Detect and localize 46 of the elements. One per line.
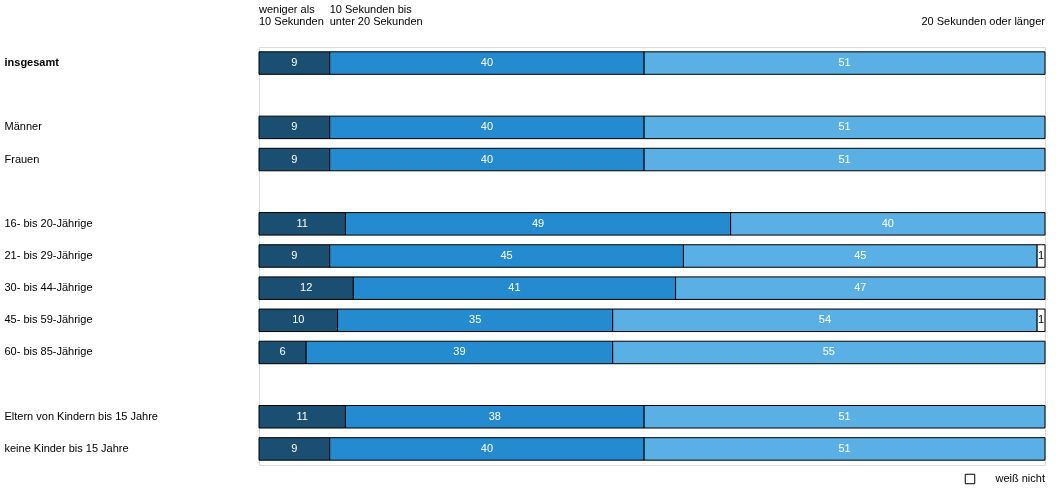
data-label: 40 <box>480 441 494 454</box>
data-label: 39 <box>453 345 466 358</box>
data-label: 45 <box>500 249 513 261</box>
data-label: 51 <box>838 441 851 454</box>
data-label: 9 <box>291 120 298 133</box>
text: 10 Sekunden bis unter 20 Sekunden <box>329 3 423 27</box>
y-tick-label: Eltern von Kindern bis 15 Jahre <box>4 409 158 422</box>
data-label: 51 <box>838 56 851 69</box>
data-label: 1 <box>1038 249 1045 261</box>
y-tick-label: keine Kinder bis 15 Jahre <box>4 441 129 454</box>
data-label: 45 <box>854 249 867 261</box>
data-label: 54 <box>818 313 832 326</box>
data-label: 40 <box>881 216 894 229</box>
text: 20 Sekunden oder länger <box>921 15 1046 27</box>
data-label: 40 <box>480 120 494 133</box>
y-tick-label: Männer <box>4 120 43 133</box>
y-tick-label: Frauen <box>4 152 40 165</box>
data-label: 9 <box>291 56 298 69</box>
y-tick-label: 30- bis 44-Jährige <box>4 281 93 294</box>
data-label: 41 <box>508 281 521 294</box>
data-label: 35 <box>469 313 482 326</box>
data-label: 51 <box>838 120 851 133</box>
data-label: 10 <box>292 313 305 326</box>
data-label: 9 <box>291 441 298 454</box>
y-tick-label: 60- bis 85-Jährige <box>4 345 93 358</box>
data-label: 51 <box>838 409 851 422</box>
data-label: 6 <box>279 345 286 358</box>
data-label: 40 <box>480 56 494 69</box>
data-label: 11 <box>296 216 308 229</box>
data-label: 51 <box>838 152 851 165</box>
data-label: 9 <box>291 249 298 261</box>
y-tick-label: 45- bis 59-Jährige <box>4 313 93 326</box>
data-label: 38 <box>488 409 501 422</box>
y-tick-label: 21- bis 29-Jährige <box>4 249 93 261</box>
y-tick-label: 16- bis 20-Jährige <box>4 216 93 229</box>
data-label: 55 <box>822 345 835 358</box>
text: weniger als 10 Sekunden <box>258 3 324 27</box>
data-label: 49 <box>531 216 545 229</box>
data-label: 11 <box>296 409 308 422</box>
data-label: 12 <box>300 281 313 294</box>
data-label: 1 <box>1038 313 1045 326</box>
y-tick-label: insgesamt <box>4 56 60 69</box>
legend-label: weiß nicht <box>994 472 1045 484</box>
data-label: 9 <box>291 152 298 165</box>
data-label: 40 <box>480 152 494 165</box>
data-label: 47 <box>854 281 867 294</box>
